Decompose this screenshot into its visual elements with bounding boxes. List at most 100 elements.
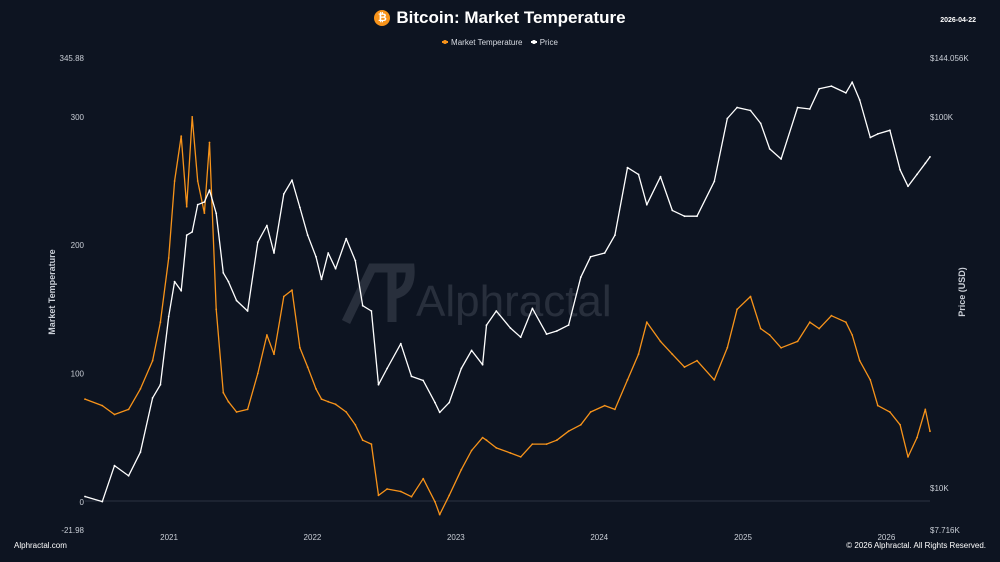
x-tick-label: 2021 [160,533,178,542]
price-point [858,99,861,101]
legend-item-temperature[interactable]: Market Temperature [442,38,522,47]
x-tick-label: 2025 [734,533,752,542]
price-point [808,108,811,110]
market-temperature-point [101,404,104,407]
price-point [320,278,323,281]
market-temperature-point [196,180,199,182]
price-point [361,304,364,307]
price-point [208,189,211,192]
price-point [227,280,230,283]
market-temperature-point [354,423,357,426]
y-left-tick-label: 100 [71,369,85,378]
market-temperature-point [830,314,833,317]
market-temperature-point [191,116,194,118]
market-temperature-point [851,334,854,336]
legend-item-price[interactable]: Price [530,38,558,47]
price-point [924,162,927,165]
market-temperature-point [180,135,183,138]
market-temperature-point [567,430,570,433]
market-temperature-point [299,346,301,349]
y-left-tick-label: 0 [80,498,85,507]
price-point [851,81,854,84]
price-point [603,252,606,254]
price-point [626,166,629,169]
market-temperature-point [113,413,116,416]
market-temperature-point [256,372,259,375]
market-temperature-point [519,456,522,458]
market-temperature-point [603,404,606,407]
chart-title-text: Bitcoin: Market Temperature [396,8,626,27]
bitcoin-icon: ₿ [374,10,391,26]
market-temperature-point [749,295,752,298]
price-point [589,255,592,258]
price-point [315,255,317,258]
price-point [768,148,771,150]
legend-swatch-price [530,40,537,44]
footer-copyright: © 2026 Alphractal. All Rights Reserved. [846,541,986,550]
market-temperature-point [796,340,799,343]
price-point [113,464,116,467]
market-temperature-point [780,346,782,349]
price-point [645,203,648,206]
price-point [167,315,170,318]
market-temperature-point [924,408,927,411]
price-point [291,179,293,182]
price-point [299,206,301,209]
market-temperature-point [399,490,402,493]
market-temperature-point [291,289,293,291]
price-point [196,203,199,206]
market-temperature-point [845,321,847,324]
price-point [370,310,373,312]
price-point [579,276,582,279]
market-temperature-point [858,359,861,362]
market-temperature-point [370,443,373,445]
market-temperature-point [306,366,309,368]
chart-title: ₿ Bitcoin: Market Temperature [374,8,626,28]
y-left-tick-label: 300 [71,113,85,122]
market-temperature-point [555,439,558,442]
market-temperature-point [929,430,931,433]
price-point [726,117,729,120]
price-point [410,375,413,378]
market-temperature-point [151,359,154,362]
price-point [555,330,558,332]
price-point [876,133,879,135]
market-temperature-point [345,411,348,413]
market-temperature-point [208,141,211,144]
market-temperature-point [438,513,441,516]
price-point [899,168,901,171]
price-point [869,136,872,139]
market-temperature-point [470,449,473,452]
market-temperature-point [315,388,317,390]
y-left-tick-label: 345.88 [60,54,85,63]
price-point [151,397,154,399]
market-temperature-point [273,353,275,356]
market-temperature-point [266,334,268,336]
price-point [84,495,86,498]
price-point [377,383,380,386]
price-point [386,367,388,370]
market-temperature-point [361,439,364,442]
market-temperature-point [485,439,488,442]
price-point [127,474,130,477]
price-point [101,500,104,503]
market-temperature-point [377,494,380,497]
y-right-tick-label: $10K [930,484,949,493]
price-point [185,234,188,237]
market-temperature-point [659,340,662,343]
market-temperature-point [386,488,388,490]
price-point [759,122,762,125]
y-right-axis-title: Price (USD) [957,267,967,317]
market-temperature-point [899,423,901,426]
x-tick-label: 2024 [590,533,608,542]
market-temperature-point [645,321,648,324]
market-temperature-point [736,308,738,311]
market-temperature-point [84,398,86,400]
price-point [235,299,238,302]
chart-date: 2026-04-22 [940,17,976,24]
price-point [830,85,833,87]
market-temperature-point [173,180,176,182]
price-point [139,451,142,454]
market-temperature-point [808,321,811,324]
price-point [485,324,488,326]
